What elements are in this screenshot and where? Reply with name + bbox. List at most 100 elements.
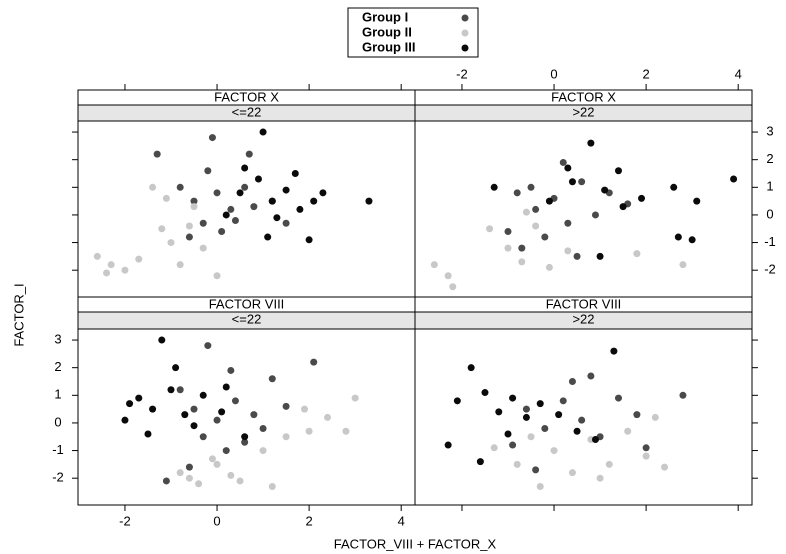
data-point	[614, 167, 622, 175]
data-point	[93, 252, 101, 260]
data-point	[541, 233, 549, 241]
data-point	[213, 460, 221, 468]
x-tick-label: -2	[119, 513, 131, 528]
data-point	[259, 424, 267, 432]
strip-label: FACTOR VIII	[546, 296, 622, 311]
legend-label: Group III	[362, 39, 415, 54]
data-point	[213, 416, 221, 424]
legend-symbol	[461, 44, 469, 52]
y-tick-label: 3	[54, 331, 61, 346]
data-point	[167, 239, 175, 247]
data-point	[190, 197, 198, 205]
x-axis-label: FACTOR_VIII + FACTOR_X	[334, 536, 497, 551]
data-point	[351, 394, 359, 402]
data-point	[185, 222, 193, 230]
data-point	[264, 233, 272, 241]
data-point	[135, 394, 143, 402]
data-point	[674, 233, 682, 241]
y-tick-label: -2	[52, 470, 64, 485]
legend-symbol	[461, 14, 469, 22]
data-point	[324, 413, 332, 421]
data-point	[231, 216, 239, 224]
legend-box	[347, 7, 479, 58]
data-point	[268, 482, 276, 490]
data-point	[642, 452, 650, 460]
data-point	[504, 244, 512, 252]
data-point	[688, 236, 696, 244]
data-point	[296, 205, 304, 213]
data-point	[495, 408, 503, 416]
data-point	[162, 477, 170, 485]
data-point	[430, 261, 438, 269]
x-tick-label: 0	[213, 513, 220, 528]
data-point	[259, 447, 267, 455]
data-point	[587, 139, 595, 147]
data-point	[518, 244, 526, 252]
data-point	[218, 408, 226, 416]
data-point	[167, 386, 175, 394]
data-point	[172, 364, 180, 372]
data-point	[518, 258, 526, 266]
panel-frame	[77, 328, 416, 506]
data-point	[568, 469, 576, 477]
data-point	[241, 164, 249, 172]
data-point	[559, 158, 567, 166]
data-point	[190, 405, 198, 413]
data-point	[305, 236, 313, 244]
data-point	[185, 474, 193, 482]
legend-symbol	[461, 29, 469, 37]
panel-frame	[414, 328, 753, 506]
data-point	[158, 225, 166, 233]
data-point	[693, 197, 701, 205]
y-tick-label: 2	[766, 151, 773, 166]
data-point	[149, 183, 157, 191]
data-point	[610, 347, 618, 355]
data-point	[596, 252, 604, 260]
strip-label: FACTOR VIII	[209, 296, 285, 311]
data-point	[578, 178, 586, 186]
data-point	[601, 186, 609, 194]
strip-label: >22	[572, 311, 594, 326]
data-point	[227, 366, 235, 374]
data-point	[158, 336, 166, 344]
data-point	[162, 194, 170, 202]
data-point	[633, 411, 641, 419]
data-point	[208, 134, 216, 142]
data-point	[513, 189, 521, 197]
data-point	[254, 175, 262, 183]
data-point	[624, 427, 632, 435]
data-point	[236, 189, 244, 197]
data-point	[513, 460, 521, 468]
y-tick-label: -1	[52, 442, 64, 457]
data-point	[144, 430, 152, 438]
data-point	[555, 411, 563, 419]
data-point	[103, 269, 111, 277]
data-point	[231, 397, 239, 405]
data-point	[453, 397, 461, 405]
data-point	[476, 458, 484, 466]
x-tick-label: 2	[305, 513, 312, 528]
strip-label: FACTOR X	[214, 89, 279, 104]
data-point	[522, 208, 530, 216]
data-point	[591, 211, 599, 219]
data-point	[486, 225, 494, 233]
data-point	[227, 205, 235, 213]
data-point	[190, 203, 198, 211]
data-point	[587, 372, 595, 380]
data-point	[268, 197, 276, 205]
data-point	[176, 386, 184, 394]
data-point	[527, 433, 535, 441]
data-point	[342, 427, 350, 435]
data-point	[522, 413, 530, 421]
data-point	[222, 447, 230, 455]
legend-label: Group I	[362, 9, 408, 24]
data-point	[522, 405, 530, 413]
data-point	[273, 214, 281, 222]
x-tick-label: 0	[550, 66, 557, 81]
data-point	[568, 178, 576, 186]
data-point	[176, 183, 184, 191]
data-point	[679, 391, 687, 399]
data-point	[195, 480, 203, 488]
data-point	[564, 247, 572, 255]
data-point	[444, 441, 452, 449]
